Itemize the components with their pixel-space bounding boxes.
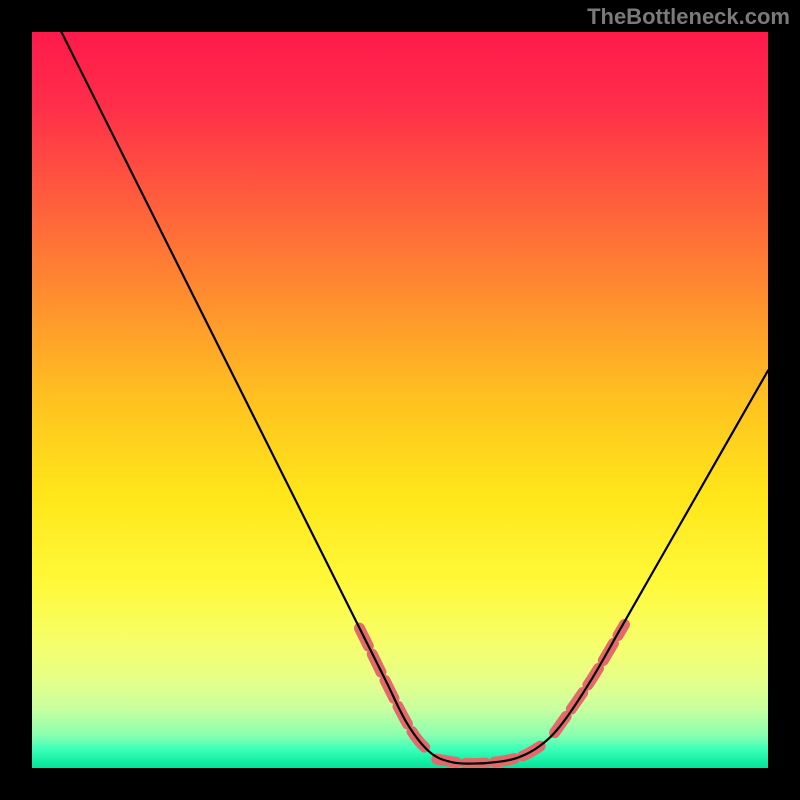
marker-segments-group (360, 624, 625, 763)
plot-area (32, 32, 768, 768)
chart-wrapper: TheBottleneck.com (0, 0, 800, 800)
curve-layer (32, 32, 768, 768)
watermark-text: TheBottleneck.com (587, 4, 790, 30)
bottleneck-curve (61, 32, 768, 764)
